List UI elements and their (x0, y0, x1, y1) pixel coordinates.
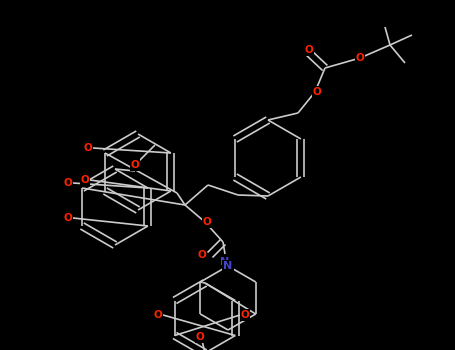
Text: O: O (197, 250, 207, 260)
Text: O: O (81, 175, 89, 185)
Text: O: O (154, 310, 162, 320)
Text: N: N (223, 261, 233, 271)
Text: O: O (241, 310, 249, 320)
Text: O: O (305, 45, 313, 55)
Text: O: O (196, 332, 204, 342)
Text: O: O (64, 213, 72, 223)
Text: O: O (64, 178, 72, 188)
Text: O: O (84, 143, 92, 153)
Text: N: N (220, 257, 230, 267)
Text: O: O (313, 87, 321, 97)
Text: O: O (356, 53, 364, 63)
Text: O: O (202, 217, 212, 227)
Text: O: O (131, 160, 139, 170)
